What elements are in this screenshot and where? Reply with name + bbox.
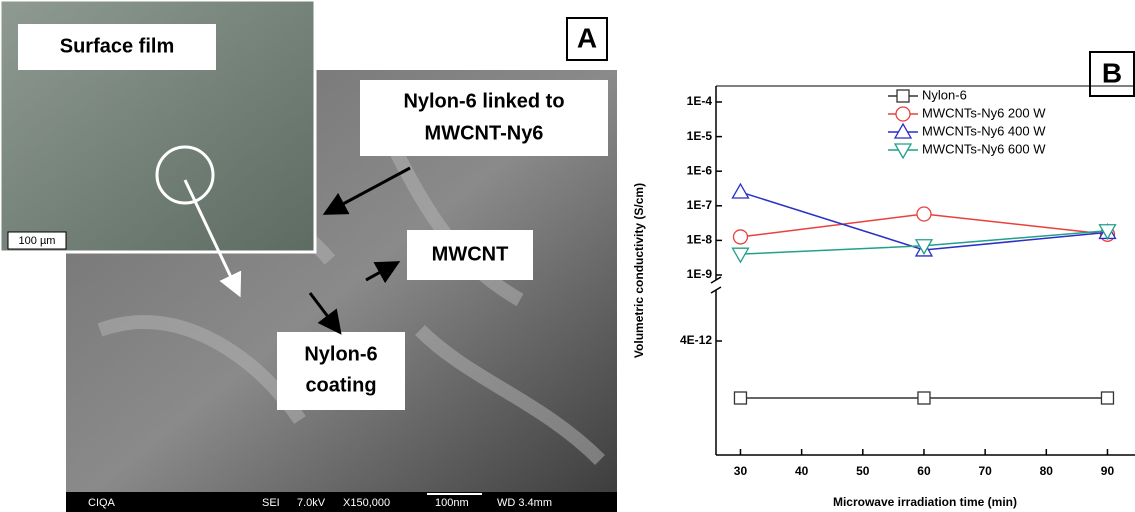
- inset-title: Surface film: [60, 35, 174, 57]
- y-tick-label: 4E-12: [680, 333, 712, 347]
- y-tick-label: 1E-9: [687, 267, 713, 281]
- info-text: CIQA: [88, 497, 116, 509]
- info-text: X150,000: [343, 497, 390, 509]
- annotation: coating: [305, 374, 376, 396]
- marker: [896, 89, 910, 103]
- marker: [733, 391, 748, 405]
- inset-title-box: [18, 24, 216, 70]
- marker: [893, 122, 913, 139]
- annotation: Nylon-6 linked to: [403, 90, 564, 112]
- x-tick-label: 40: [795, 464, 809, 478]
- y-tick-label: 1E-8: [687, 233, 713, 247]
- panel-label-box: [566, 17, 608, 61]
- x-axis-title: Microwave irradiation time (min): [833, 495, 1017, 509]
- y-axis-title: Volumetric conductivity (S/cm): [632, 183, 646, 358]
- x-tick-label: 90: [1101, 464, 1115, 478]
- marker: [731, 247, 750, 264]
- info-text: WD 3.4mm: [497, 497, 552, 509]
- y-tick-label: 1E-6: [687, 163, 713, 177]
- x-tick-label: 80: [1040, 464, 1054, 478]
- info-text: SEI: [262, 497, 280, 509]
- marker: [1098, 224, 1117, 241]
- arrow: [365, 261, 401, 284]
- marker: [895, 106, 911, 122]
- info-bar: [66, 492, 617, 512]
- marker: [914, 239, 934, 256]
- inset-scale: 100 µm: [19, 235, 56, 247]
- y-tick-label: 1E-7: [687, 198, 713, 212]
- marker: [893, 143, 913, 160]
- annotation: MWCNT-Ny6: [425, 122, 544, 144]
- marker: [731, 182, 750, 199]
- x-tick-label: 70: [978, 464, 992, 478]
- x-tick-label: 50: [856, 464, 870, 478]
- axis-break: [710, 276, 722, 284]
- y-tick-label: 1E-4: [687, 94, 713, 108]
- annotation-box: [407, 230, 533, 280]
- arrow: [308, 292, 342, 335]
- legend-label: MWCNTs-Ny6 200 W: [922, 105, 1046, 120]
- annotation-box: [277, 332, 405, 410]
- y-tick-label: 1E-5: [687, 129, 713, 143]
- marker: [917, 391, 931, 405]
- panel-label: A: [577, 22, 597, 53]
- x-tick-label: 30: [734, 464, 748, 478]
- x-tick-label: 60: [917, 464, 931, 478]
- arrow: [322, 166, 411, 215]
- legend-label: MWCNTs-Ny6 600 W: [922, 141, 1046, 156]
- axis-break: [710, 286, 722, 294]
- info-text: 100nm: [435, 497, 469, 509]
- marker: [732, 229, 749, 245]
- legend-label: Nylon-6: [922, 87, 967, 102]
- legend-label: MWCNTs-Ny6 400 W: [922, 123, 1046, 138]
- highlight-circle: [155, 145, 215, 205]
- annotation: Nylon-6: [304, 343, 377, 365]
- scale-box: [7, 231, 67, 250]
- panel-label: B: [1102, 57, 1122, 88]
- arrow: [183, 179, 242, 298]
- panel-label-box: [1089, 51, 1135, 97]
- annotation: MWCNT: [432, 243, 509, 265]
- marker: [916, 206, 932, 222]
- marker: [1100, 391, 1115, 405]
- info-text: 7.0kV: [297, 497, 326, 509]
- annotation-box: [360, 80, 608, 156]
